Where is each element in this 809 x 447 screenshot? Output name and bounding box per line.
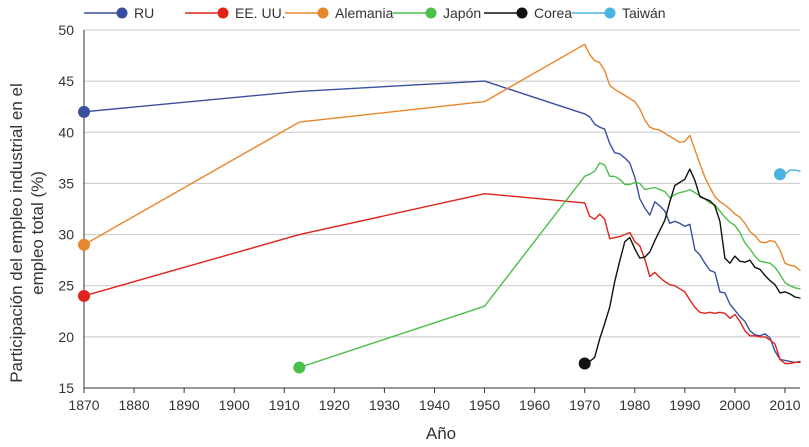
x-tick-label-1960: 1960 [519,397,550,413]
start-marker-ee-uu [78,289,90,302]
legend-marker-ee-uu [217,7,229,19]
series-line-ru [83,80,801,364]
y-tick-label-50: 50 [58,22,74,38]
x-tick-label-1930: 1930 [369,397,400,413]
x-tick-label-1980: 1980 [619,397,650,413]
series-line-corea [584,168,801,365]
start-marker-japón [293,361,306,374]
legend-marker-corea [516,7,528,19]
axes [83,30,800,389]
x-tick-label-1940: 1940 [419,397,450,413]
legend-item-taiwán: Taiwán [572,5,666,21]
legend-marker-taiwán [604,7,616,19]
x-tick-label-1880: 1880 [118,397,149,413]
y-tick-label-40: 40 [58,124,74,140]
y-tick-labels: 15 20 25 30 35 40 45 50 [58,22,74,396]
y-axis-title-line-1: Participación del empleo industrial en e… [7,83,26,383]
gridlines [84,29,800,338]
x-tick-label-1890: 1890 [169,397,200,413]
y-tick-label-20: 20 [58,329,74,345]
x-tick-label-1990: 1990 [669,397,700,413]
x-tick-label-2010: 2010 [769,397,800,413]
legend-label-ee-uu: EE. UU. [235,5,286,21]
x-tick-label-1950: 1950 [469,397,500,413]
series-line-alemania [83,43,801,272]
legend-label-ru: RU [134,5,154,21]
legend-item-ru: RU [84,5,154,21]
series-line-japón [298,162,801,369]
x-axis-title: Año [426,424,456,443]
x-tick-label-1970: 1970 [569,397,600,413]
legend-item-alemania: Alemania [285,5,394,21]
legend-marker-alemania [317,7,329,19]
x-tick-label-2000: 2000 [719,397,750,413]
x-tick-label-1920: 1920 [319,397,350,413]
y-axis-title-line-2: empleo total (%) [28,171,47,295]
start-marker-corea [578,357,591,370]
start-marker-alemania [78,238,90,251]
legend: RU EE. UU. Alemania Japón Corea Taiwán [84,5,666,21]
legend-label-alemania: Alemania [335,5,394,21]
x-tick-labels: 1870 1880 1890 1900 1910 1920 1930 1940 1950 1960… [68,388,801,413]
y-tick-label-15: 15 [58,380,74,396]
y-tick-label-35: 35 [58,175,74,191]
legend-item-japón: Japón [393,5,481,21]
y-axis-title: Participación del empleo industrial en e… [7,83,47,383]
y-tick-label-30: 30 [58,227,74,243]
start-markers [78,105,786,374]
x-tick-label-1900: 1900 [219,397,250,413]
series-line-ee-uu [83,193,801,365]
legend-marker-japón [425,7,437,19]
legend-marker-ru [116,7,128,19]
legend-item-ee-uu: EE. UU. [185,5,286,21]
x-tick-label-1910: 1910 [269,397,300,413]
x-tick-label-1870: 1870 [68,397,99,413]
legend-label-japón: Japón [443,5,481,21]
series-lines [83,43,801,369]
legend-item-corea: Corea [484,5,572,21]
start-marker-taiwán [773,168,786,181]
legend-label-taiwán: Taiwán [622,5,666,21]
y-tick-label-45: 45 [58,73,74,89]
start-marker-ru [78,105,90,118]
legend-label-corea: Corea [534,5,572,21]
y-tick-label-25: 25 [58,278,74,294]
